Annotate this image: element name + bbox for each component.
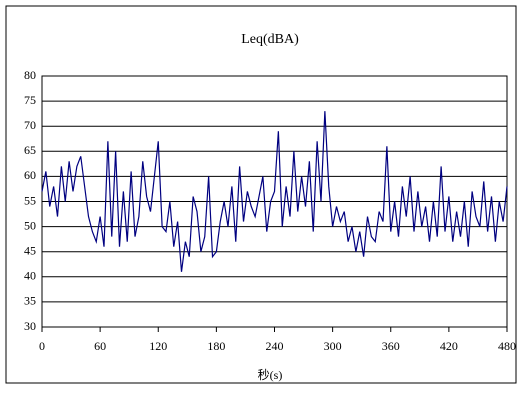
y-tick-label: 35 <box>24 294 36 308</box>
x-tick-label: 180 <box>207 339 225 353</box>
x-tick-label: 420 <box>440 339 458 353</box>
chart-frame <box>5 5 517 384</box>
y-tick-label: 70 <box>24 118 36 132</box>
y-tick-label: 80 <box>24 68 36 82</box>
x-tick-label: 300 <box>324 339 342 353</box>
y-tick-label: 40 <box>24 269 36 283</box>
x-tick-label: 0 <box>39 339 45 353</box>
x-tick-label: 480 <box>498 339 516 353</box>
y-tick-label: 50 <box>24 218 36 232</box>
x-axis-label: 秒(s) <box>258 368 283 382</box>
plot-area <box>41 75 508 328</box>
x-tick-label: 240 <box>266 339 284 353</box>
y-tick-label: 65 <box>24 143 36 157</box>
y-tick-label: 45 <box>24 243 36 257</box>
y-tick-label: 60 <box>24 168 36 182</box>
x-tick-label: 60 <box>94 339 106 353</box>
data-line <box>41 111 508 272</box>
x-tick-label: 360 <box>382 339 400 353</box>
y-tick-label: 75 <box>24 93 36 107</box>
x-tick-label: 120 <box>149 339 167 353</box>
chart-title: Leq(dBA) <box>241 32 299 47</box>
y-tick-label: 30 <box>24 319 36 333</box>
y-tick-label: 55 <box>24 193 36 207</box>
